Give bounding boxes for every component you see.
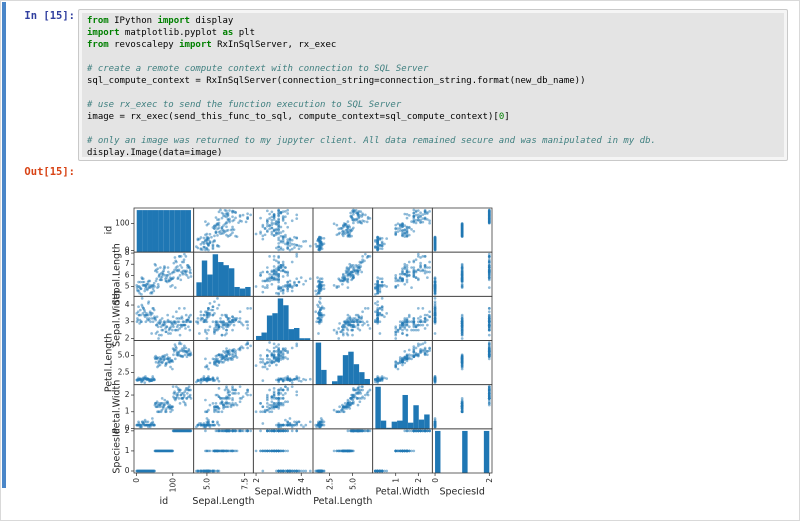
code-editor[interactable]: from IPython import display import matplo… (82, 13, 784, 157)
code-line: # create a remote compute context with c… (87, 64, 429, 74)
code-line: import matplotlib.pyplot as plt (87, 28, 255, 38)
output-prompt: Out[15]: (24, 166, 75, 178)
code-line: image = rx_exec(send_this_func_to_sql, c… (87, 112, 510, 122)
code-line (87, 123, 779, 135)
code-line: sql_compute_context = RxInSqlServer(conn… (87, 76, 586, 86)
code-line: # only an image was returned to my jupyt… (87, 136, 656, 146)
code-line: # use rx_exec to send the function execu… (87, 100, 402, 110)
code-line: display.Image(data=image) (87, 148, 223, 157)
input-prompt: In [15]: (24, 10, 75, 22)
selected-cell-indicator[interactable] (2, 2, 6, 488)
output-area (96, 191, 656, 520)
code-cell[interactable]: from IPython import display import matplo… (78, 9, 788, 161)
code-line (87, 51, 779, 63)
pairplot-output-image (96, 191, 656, 520)
code-line (87, 87, 779, 99)
code-line: from IPython import display (87, 16, 234, 26)
code-line: from revoscalepy import RxInSqlServer, r… (87, 40, 337, 50)
